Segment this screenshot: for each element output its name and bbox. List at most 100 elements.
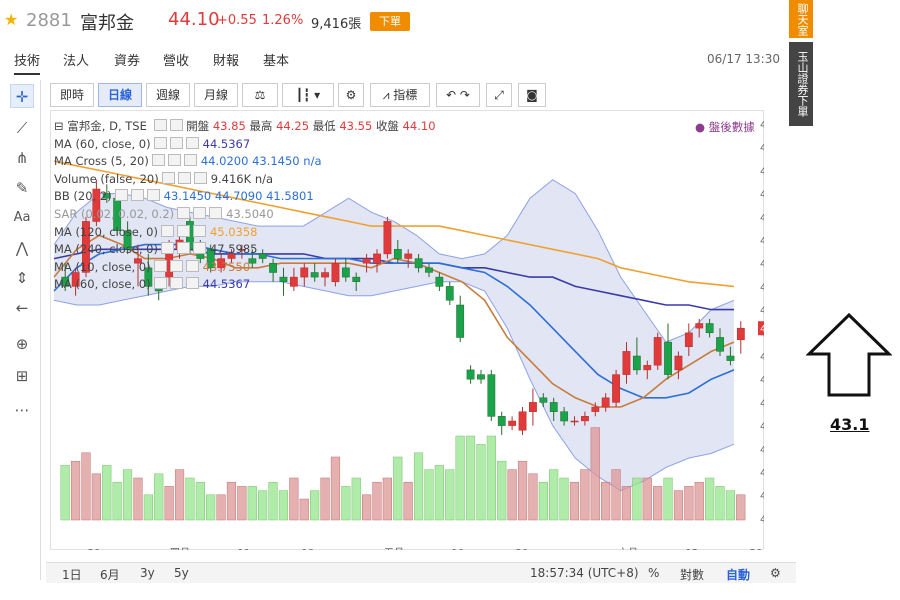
candle-body	[82, 221, 90, 273]
candle-body	[581, 416, 589, 422]
volume-bar	[341, 486, 351, 521]
legend-settings-icon[interactable]	[167, 154, 181, 167]
volume-bar	[465, 435, 476, 521]
volume-bar	[112, 481, 122, 521]
legend-settings-icon[interactable]	[176, 224, 190, 237]
ruler-icon[interactable]: ⊞	[15, 367, 29, 385]
x-tick-label: 四月	[170, 547, 190, 550]
camera-icon[interactable]: ◙	[518, 83, 546, 107]
measure-icon[interactable]: ⇕	[15, 269, 29, 287]
annotation-value: 43.1	[830, 415, 870, 434]
arrow-left-icon[interactable]: ←	[15, 299, 29, 317]
broker-order-tab[interactable]: 玉山證券下單	[789, 42, 813, 126]
legend-settings-icon[interactable]	[130, 189, 144, 202]
candle-body	[674, 355, 683, 371]
text-icon[interactable]: Aa	[13, 210, 31, 225]
pattern-icon[interactable]: ⋀	[15, 239, 29, 257]
settings-gear-icon[interactable]: ⚙	[338, 83, 364, 107]
range-5y[interactable]: 5y	[174, 566, 189, 580]
price-chart[interactable]: 48.50 48.00 47.50 47.00 46.50 46.00 45.50 45.00…	[46, 110, 764, 550]
legend-eye-icon[interactable]	[161, 171, 175, 184]
legend-close-icon[interactable]	[185, 277, 199, 290]
legend-settings-icon[interactable]	[193, 206, 207, 219]
x-tick-label: 六月	[618, 547, 638, 550]
legend-close-icon[interactable]	[183, 154, 197, 167]
legend-close-icon[interactable]	[185, 136, 199, 149]
post-market-data[interactable]: ● 盤後數據	[695, 120, 755, 134]
indicators-button[interactable]: ⩘ 指標	[370, 83, 430, 107]
current-price-tag	[758, 321, 764, 336]
price-tick-label: 42.00	[760, 422, 764, 433]
trendline-icon[interactable]: ⟋	[16, 119, 28, 137]
legend-eye-icon[interactable]	[153, 119, 167, 131]
chart-area[interactable]: 48.50 48.00 47.50 47.00 46.50 46.00 45.50 45.00…	[46, 110, 764, 550]
legend-eye-icon[interactable]	[177, 206, 191, 219]
volume-bar	[351, 477, 361, 521]
percent-toggle[interactable]: %	[648, 566, 660, 580]
legend-settings-icon[interactable]	[169, 119, 183, 131]
range-6m[interactable]: 6月	[100, 568, 120, 582]
legend-close-icon[interactable]	[209, 206, 223, 219]
realtime-button[interactable]: 即時	[50, 83, 94, 107]
volume-bar	[206, 494, 216, 521]
legend-eye-icon[interactable]	[153, 136, 167, 149]
legend-eye-icon[interactable]	[153, 277, 167, 290]
close-value: 44.10	[402, 119, 436, 133]
legend-settings-icon[interactable]	[169, 259, 183, 272]
volume-bar	[705, 477, 715, 521]
compare-scale-icon[interactable]: ⚖	[242, 83, 278, 107]
legend-settings-icon[interactable]	[177, 171, 191, 184]
range-3y[interactable]: 3y	[140, 566, 155, 580]
weekly-button[interactable]: 週線	[146, 83, 190, 107]
close-label: 收盤	[375, 119, 399, 133]
volume-bar	[237, 486, 247, 521]
legend-close-icon[interactable]	[193, 171, 207, 184]
range-1d[interactable]: 1日	[62, 568, 82, 582]
candle-body	[206, 249, 215, 269]
volume-bar	[372, 481, 382, 521]
daily-button[interactable]: 日線	[98, 83, 142, 107]
candle-body	[331, 262, 340, 283]
legend-close-icon[interactable]	[192, 224, 206, 237]
legend-label: Volume (false, 20)	[54, 171, 159, 186]
brush-icon[interactable]: ✎	[15, 179, 29, 197]
indicators-label: 指標	[393, 88, 418, 102]
tab-institutional[interactable]: 法人	[63, 54, 90, 69]
fullscreen-icon[interactable]: ⤢	[486, 83, 512, 107]
volume-bar	[476, 444, 486, 521]
tab-technical[interactable]: 技術	[14, 50, 41, 75]
axis-settings-icon[interactable]: ⚙	[770, 566, 781, 580]
favorite-star-icon[interactable]: ★	[4, 10, 19, 29]
x-tick-label: 五月	[384, 547, 404, 550]
legend-eye-icon[interactable]	[114, 189, 128, 202]
crosshair-icon[interactable]: ✛	[10, 84, 34, 108]
legend-settings-icon[interactable]	[176, 242, 190, 255]
legend-label: BB (20, 2)	[54, 189, 112, 204]
auto-toggle[interactable]: 自動	[726, 568, 751, 582]
legend-eye-icon[interactable]	[160, 224, 174, 237]
tab-margin[interactable]: 資券	[114, 54, 141, 69]
legend-settings-icon[interactable]	[169, 136, 183, 149]
candle-body	[425, 267, 433, 273]
legend-eye-icon[interactable]	[153, 259, 167, 272]
chat-room-tab[interactable]: 聊天室	[789, 0, 813, 38]
order-button[interactable]: 下單	[370, 12, 410, 31]
tab-basics[interactable]: 基本	[263, 54, 290, 69]
legend-settings-icon[interactable]	[169, 277, 183, 290]
tab-revenue[interactable]: 營收	[163, 54, 190, 69]
legend-close-icon[interactable]	[146, 189, 160, 202]
legend-eye-icon[interactable]	[160, 242, 174, 255]
zoom-icon[interactable]: ⊕	[15, 335, 29, 353]
volume-bar	[559, 477, 569, 521]
fork-icon[interactable]: ⋔	[15, 149, 29, 167]
chart-type-candle-icon[interactable]: ┃┇ ▾	[282, 83, 334, 107]
undo-redo-icon[interactable]: ↶ ↷	[436, 83, 480, 107]
log-toggle[interactable]: 對數	[680, 568, 705, 582]
more-icon[interactable]: ⋯	[14, 401, 30, 419]
monthly-button[interactable]: 月線	[194, 83, 238, 107]
legend-close-icon[interactable]	[185, 259, 199, 272]
tab-financials[interactable]: 財報	[213, 54, 240, 69]
legend-eye-icon[interactable]	[151, 154, 165, 167]
x-tick-label: 11	[238, 548, 251, 550]
legend-close-icon[interactable]	[192, 242, 206, 255]
